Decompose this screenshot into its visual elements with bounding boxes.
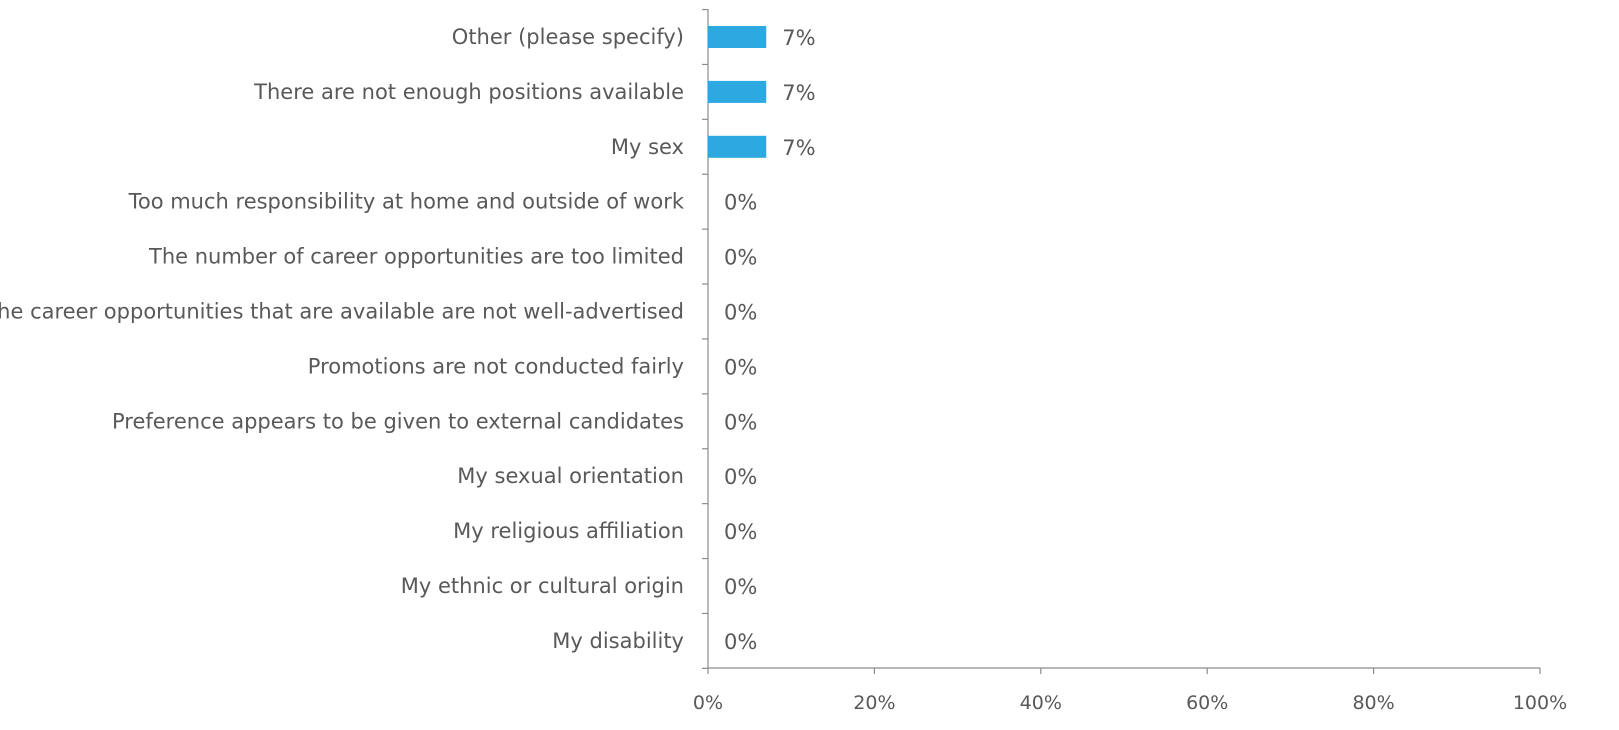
data-label: 7% [782,136,815,160]
data-labels: 7% 7% 7% 0% 0% 0% 0% 0% 0% 0% 0% 0% [724,26,816,654]
x-tick-label: 100% [1513,692,1567,714]
category-label: Other (please specify) [452,25,684,49]
category-label: Promotions are not conducted fairly [308,354,684,378]
category-label: My religious affiliation [453,519,684,543]
x-tick-label: 0% [693,692,723,714]
category-label: There are not enough positions available [253,80,684,104]
data-label: 0% [724,246,757,270]
category-label: The number of career opportunities are t… [148,245,684,269]
category-labels: Other (please specify) There are not enou… [0,25,685,653]
data-label: 0% [724,630,757,654]
data-label: 7% [782,26,815,50]
data-label: 0% [724,465,757,489]
category-label: The career opportunities that are availa… [0,300,684,324]
x-axis-ticks: 0% 20% 40% 60% 80% 100% [693,668,1567,714]
data-label: 0% [724,575,757,599]
data-label: 0% [724,191,757,215]
x-tick-label: 40% [1020,692,1062,714]
chart-axes [702,8,1540,669]
x-tick-label: 20% [853,692,895,714]
bar [708,135,767,158]
data-label: 0% [724,355,757,379]
category-label: Preference appears to be given to extern… [112,409,684,433]
category-label: My ethnic or cultural origin [401,574,684,598]
category-label: My sex [611,135,684,159]
data-label: 7% [782,81,815,105]
category-label: Too much responsibility at home and outs… [128,190,685,214]
data-label: 0% [724,410,757,434]
x-tick-label: 60% [1186,692,1228,714]
bar [708,80,767,103]
data-label: 0% [724,301,757,325]
bar [708,26,767,48]
chart-bars [708,26,767,158]
category-label: My disability [552,629,684,653]
x-tick-label: 80% [1352,692,1394,714]
data-label: 0% [724,520,757,544]
category-label: My sexual orientation [457,464,684,488]
